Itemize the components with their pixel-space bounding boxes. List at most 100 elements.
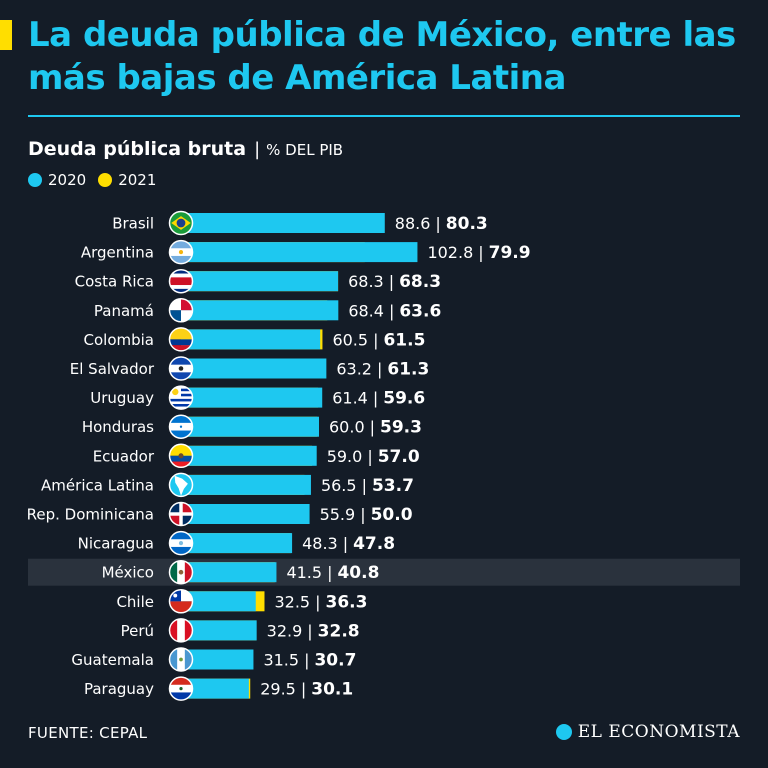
category-label-peru: Perú: [121, 622, 154, 640]
page-title: La deuda pública de México, entre las má…: [28, 15, 736, 98]
chart-row-el-salvador: El Salvador 63.2 | 61.3: [70, 356, 429, 381]
data-labels-guatemala: 31.5 | 30.7: [263, 651, 356, 671]
value-separator-chile: |: [315, 592, 320, 611]
value-label-2021-ecuador: 57.0: [378, 447, 420, 467]
data-labels-ecuador: 59.0 | 57.0: [327, 447, 420, 467]
value-label-2021-el-salvador: 61.3: [387, 360, 429, 380]
america-latina-map-icon: [168, 472, 194, 498]
value-separator-guatemala: |: [304, 651, 309, 670]
value-label-2021-argentina: 79.9: [489, 243, 531, 263]
bar-2020-argentina: [181, 242, 418, 263]
value-label-2020-peru: 32.9: [267, 621, 303, 640]
chart-row-rep-dominicana: Rep. Dominicana 55.9 | 50.0: [27, 501, 413, 527]
value-separator-colombia: |: [373, 330, 378, 349]
bar-2020-honduras: [181, 416, 319, 437]
data-labels-nicaragua: 48.3 | 47.8: [302, 534, 395, 554]
category-label-argentina: Argentina: [81, 244, 154, 262]
value-label-2020-colombia: 60.5: [332, 330, 368, 349]
bar-2020-ecuador: [181, 445, 317, 466]
data-labels-peru: 32.9 | 32.8: [267, 621, 360, 641]
value-label-2020-ecuador: 59.0: [327, 447, 363, 466]
chart-row-ecuador: Ecuador 59.0 | 57.0: [93, 443, 420, 469]
value-label-2020-america-latina: 56.5: [321, 476, 357, 495]
data-labels-rep-dominicana: 55.9 | 50.0: [320, 505, 413, 525]
chart-row-brasil: Brasil 88.6 | 80.3: [112, 210, 488, 236]
chart-row-mexico: México 41.5 | 40.8: [28, 558, 740, 586]
value-label-2021-paraguay: 30.1: [311, 680, 353, 700]
subtitle-separator: |: [254, 139, 261, 160]
bar-2020-guatemala: [181, 649, 254, 670]
chart-row-guatemala: Guatemala 31.5 | 30.7: [71, 647, 356, 672]
value-separator-paraguay: |: [301, 680, 306, 699]
el-salvador-flag-icon: [168, 356, 194, 381]
bar-2020-rep-dominicana: [181, 504, 310, 524]
dominican-republic-flag-icon: [168, 501, 194, 527]
ecuador-flag-icon: [168, 443, 194, 469]
brazil-flag-icon: [168, 210, 194, 236]
bar-2020-peru: [181, 620, 257, 641]
value-label-2021-mexico: 40.8: [337, 563, 379, 583]
value-separator-panama: |: [389, 301, 394, 320]
value-separator-el-salvador: |: [377, 360, 382, 379]
data-labels-brasil: 88.6 | 80.3: [395, 214, 488, 234]
category-label-mexico: México: [102, 564, 154, 582]
chart-unit: % DEL PIB: [266, 141, 344, 159]
value-label-2021-colombia: 61.5: [383, 330, 425, 350]
value-separator-ecuador: |: [367, 447, 372, 466]
chart-row-colombia: Colombia 60.5 | 61.5: [84, 327, 425, 352]
bar-2020-paraguay: [181, 678, 249, 699]
value-separator-nicaragua: |: [343, 534, 348, 553]
value-separator-rep-dominicana: |: [360, 505, 365, 524]
value-separator-america-latina: |: [362, 476, 367, 495]
category-label-nicaragua: Nicaragua: [78, 535, 154, 553]
chart-row-nicaragua: Nicaragua 48.3 | 47.8: [78, 530, 395, 556]
value-label-2020-uruguay: 61.4: [332, 389, 368, 408]
chart-row-paraguay: Paraguay 29.5 | 30.1: [84, 676, 353, 701]
data-labels-panama: 68.4 | 63.6: [348, 301, 441, 321]
category-label-rep-dominicana: Rep. Dominicana: [27, 506, 154, 524]
data-labels-paraguay: 29.5 | 30.1: [260, 680, 353, 700]
category-label-el-salvador: El Salvador: [70, 360, 155, 378]
title-divider: [28, 115, 740, 117]
value-separator-uruguay: |: [373, 389, 378, 408]
chart-row-america-latina: América Latina 56.5 | 53.7: [41, 472, 414, 498]
colombia-flag-icon: [168, 327, 194, 352]
category-label-paraguay: Paraguay: [84, 680, 154, 698]
chile-flag-icon: [168, 589, 194, 614]
guatemala-flag-icon: [168, 647, 194, 672]
data-labels-argentina: 102.8 | 79.9: [427, 243, 530, 263]
value-label-2020-brasil: 88.6: [395, 214, 431, 233]
data-labels-uruguay: 61.4 | 59.6: [332, 389, 425, 409]
uruguay-flag-icon: [168, 385, 194, 410]
value-label-2020-mexico: 41.5: [286, 563, 322, 582]
value-separator-brasil: |: [435, 214, 440, 233]
value-label-2020-argentina: 102.8: [427, 243, 473, 262]
data-labels-honduras: 60.0 | 59.3: [329, 418, 422, 438]
source-note: FUENTE: CEPAL: [28, 724, 148, 742]
value-label-2021-costa-rica: 68.3: [399, 272, 441, 292]
value-label-2021-america-latina: 53.7: [372, 476, 414, 496]
value-label-2020-el-salvador: 63.2: [336, 360, 372, 379]
chart-row-peru: Perú 32.9 | 32.8: [121, 618, 360, 643]
data-labels-el-salvador: 63.2 | 61.3: [336, 360, 429, 380]
data-labels-chile: 32.5 | 36.3: [274, 592, 367, 612]
category-label-honduras: Honduras: [82, 418, 154, 436]
data-labels-costa-rica: 68.3 | 68.3: [348, 272, 441, 292]
value-label-2021-chile: 36.3: [326, 592, 368, 612]
honduras-flag-icon: [168, 414, 194, 439]
chart-row-argentina: Argentina 102.8 | 79.9: [81, 239, 531, 265]
value-label-2020-chile: 32.5: [274, 592, 310, 611]
accent-bar: [0, 20, 12, 50]
category-label-panama: Panamá: [94, 302, 154, 320]
data-labels-america-latina: 56.5 | 53.7: [321, 476, 414, 496]
value-label-2020-rep-dominicana: 55.9: [320, 505, 356, 524]
chart-legend: 2020 2021: [28, 171, 168, 189]
bar-2020-brasil: [181, 213, 385, 233]
el-economista-logo-icon: [555, 724, 572, 740]
value-separator-honduras: |: [370, 418, 375, 437]
category-label-guatemala: Guatemala: [71, 651, 154, 669]
value-label-2021-nicaragua: 47.8: [353, 534, 395, 554]
bar-2020-america-latina: [181, 474, 311, 495]
value-label-2021-guatemala: 30.7: [314, 651, 356, 671]
